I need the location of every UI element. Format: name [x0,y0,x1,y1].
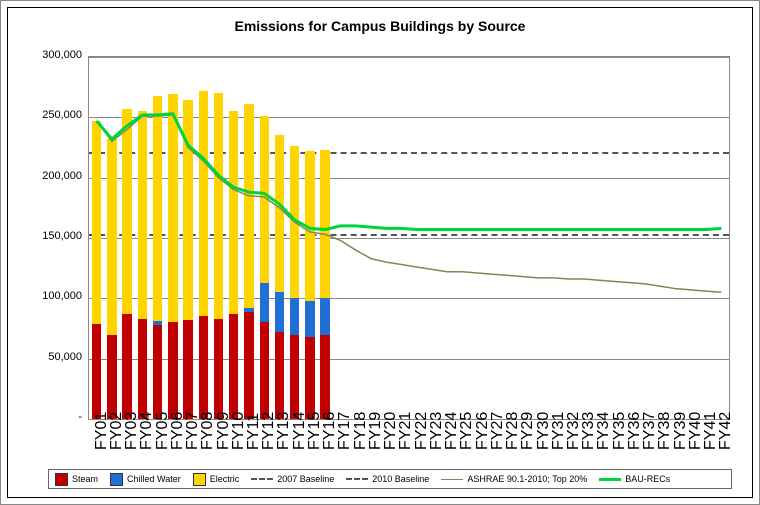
swatch-electric [193,473,206,486]
bar-seg-electric [183,100,192,320]
ytick-label: 50,000 [8,351,82,363]
gridline [89,57,729,58]
ytick-label: 100,000 [8,290,82,302]
legend-label-2007: 2007 Baseline [277,474,334,484]
bar-seg-electric [153,96,162,322]
bar-seg-electric [305,151,314,301]
bar-seg-electric [214,93,223,319]
bar-seg-steam [153,325,162,419]
ytick-label: 300,000 [8,49,82,61]
bar-seg-electric [138,111,147,319]
legend-label-chilled: Chilled Water [127,474,181,484]
bar-seg-steam [229,314,238,419]
bar-seg-chilled-water [275,292,284,332]
bar-seg-electric [122,109,131,314]
plot-area [88,56,730,420]
bar-seg-steam [168,322,177,419]
bar-seg-steam [122,314,131,419]
legend-label-bau: BAU-RECs [625,474,670,484]
bar-seg-chilled-water [305,301,314,337]
legend-item-steam: Steam [55,473,98,486]
bar-seg-electric [229,111,238,314]
bar-seg-electric [107,139,116,334]
bar-seg-steam [275,332,284,419]
ytick-label: 150,000 [8,230,82,242]
bar-seg-chilled-water [244,308,253,312]
bar-seg-steam [320,335,329,419]
bar-seg-steam [260,322,269,419]
swatch-bau [599,478,621,481]
bar-seg-electric [260,116,269,283]
chart-title: Emissions for Campus Buildings by Source [8,18,752,34]
legend-label-2010: 2010 Baseline [372,474,429,484]
bar-seg-steam [183,320,192,419]
legend-item-bau: BAU-RECs [599,474,670,484]
bar-seg-steam [92,324,101,419]
chart-inner-border: Emissions for Campus Buildings by Source… [7,7,753,498]
swatch-2010 [346,478,368,480]
ytick-label: - [8,411,82,423]
swatch-2007 [251,478,273,480]
bar-seg-electric [275,135,284,292]
legend-item-chilled: Chilled Water [110,473,181,486]
bar-seg-steam [290,335,299,419]
bar-seg-chilled-water [320,298,329,334]
bar-seg-electric [290,146,299,298]
bar-seg-electric [92,121,101,324]
legend-label-steam: Steam [72,474,98,484]
ytick-label: 200,000 [8,170,82,182]
legend-item-electric: Electric [193,473,240,486]
bar-seg-chilled-water [153,321,162,325]
swatch-ashrae [441,479,463,480]
bar-seg-steam [107,335,116,419]
bar-seg-steam [199,316,208,419]
legend-item-ashrae: ASHRAE 90.1-2010; Top 20% [441,474,587,484]
legend-label-electric: Electric [210,474,240,484]
xtick-label: FY42 [717,412,735,450]
legend-item-2010: 2010 Baseline [346,474,429,484]
chart-frame: Emissions for Campus Buildings by Source… [0,0,760,505]
legend-label-ashrae: ASHRAE 90.1-2010; Top 20% [467,474,587,484]
bar-seg-chilled-water [260,283,269,323]
bar-seg-electric [320,150,329,298]
swatch-chilled [110,473,123,486]
bar-seg-electric [199,91,208,317]
bar-seg-steam [138,319,147,419]
swatch-steam [55,473,68,486]
bar-seg-chilled-water [290,298,299,334]
legend: Steam Chilled Water Electric 2007 Baseli… [48,469,732,489]
bar-seg-steam [214,319,223,419]
ytick-label: 250,000 [8,109,82,121]
legend-item-2007: 2007 Baseline [251,474,334,484]
bar-seg-electric [244,104,253,308]
bar-seg-electric [168,94,177,322]
bar-seg-steam [305,337,314,419]
bar-seg-steam [244,312,253,419]
